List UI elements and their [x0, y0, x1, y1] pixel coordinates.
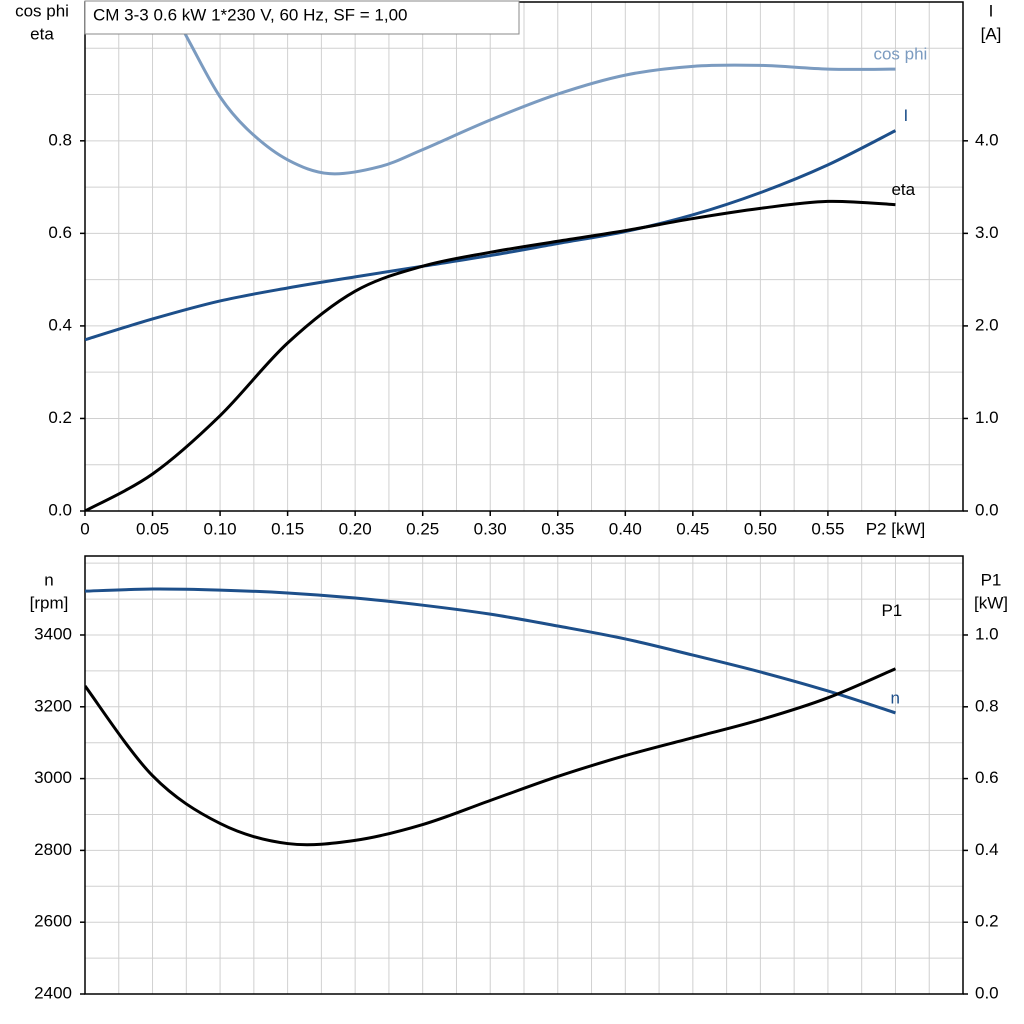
series-label: eta	[891, 180, 915, 199]
x-tick-label: 0.15	[271, 519, 304, 538]
y2-axis-label: I	[989, 1, 994, 20]
y-tick-label: 2600	[34, 912, 72, 931]
x-tick-label: 0.05	[136, 519, 169, 538]
y-tick-label: 0.0	[48, 500, 72, 519]
line-series	[85, 129, 897, 342]
x-tick-label: 0.20	[339, 519, 372, 538]
y-tick-label: 3200	[34, 696, 72, 715]
x-tick-label: P2 [kW]	[866, 519, 926, 538]
y2-tick-label: 0.0	[975, 500, 999, 519]
plot-frame	[84, 555, 964, 995]
y2-tick-label: 0.0	[975, 983, 999, 1002]
y-axis-label: n	[44, 570, 53, 589]
series-label: I	[903, 106, 908, 125]
series-group	[85, 2, 897, 511]
x-tick-label: 0.55	[811, 519, 844, 538]
y2-axis-label: [kW]	[974, 593, 1008, 612]
chart-title: CM 3-3 0.6 kW 1*230 V, 60 Hz, SF = 1,00	[93, 5, 408, 24]
x-tick-label: 0	[80, 519, 89, 538]
x-tick-label: 0.30	[474, 519, 507, 538]
series-label: cos phi	[873, 45, 927, 64]
series-group	[85, 587, 897, 847]
line-series	[85, 587, 896, 715]
y-axis-label: eta	[30, 24, 54, 43]
y2-axis-label: P1	[981, 570, 1002, 589]
line-series	[85, 199, 896, 511]
y2-tick-label: 4.0	[975, 130, 999, 149]
y-tick-label: 0.2	[48, 408, 72, 427]
y-tick-label: 3000	[34, 768, 72, 787]
y-tick-label: 0.4	[48, 315, 72, 334]
y2-tick-label: 1.0	[975, 624, 999, 643]
x-tick-label: 0.50	[744, 519, 777, 538]
y-tick-label: 0.6	[48, 223, 72, 242]
y-tick-label: 2400	[34, 983, 72, 1002]
x-tick-label: 0.10	[204, 519, 237, 538]
series-label: P1	[881, 601, 902, 620]
y2-tick-label: 0.6	[975, 768, 999, 787]
y-axis-label: [rpm]	[30, 593, 69, 612]
y2-tick-label: 0.4	[975, 840, 999, 859]
plots: 0.0 0.2 0.4 0.6 0.8 0.0 1.0 2.0 3.0 4.0 0 0.05 0.10 0…	[15, 1, 1008, 1002]
y-tick-label: 0.8	[48, 130, 72, 149]
line-series	[166, 2, 896, 176]
plot-frame	[84, 1, 964, 512]
line-series	[85, 667, 897, 847]
y2-tick-label: 2.0	[975, 315, 999, 334]
y-tick-label: 3400	[34, 624, 72, 643]
x-tick-label: 0.40	[609, 519, 642, 538]
y2-tick-label: 0.2	[975, 912, 999, 931]
x-tick-label: 0.45	[676, 519, 709, 538]
y2-axis-label: [A]	[981, 24, 1002, 43]
y-tick-label: 2800	[34, 840, 72, 859]
title-box	[84, 0, 520, 35]
y2-tick-label: 1.0	[975, 408, 999, 427]
y2-tick-label: 3.0	[975, 223, 999, 242]
y-axis-label: cos phi	[15, 1, 69, 20]
y2-tick-label: 0.8	[975, 696, 999, 715]
series-label: n	[890, 688, 899, 707]
x-tick-label: 0.25	[406, 519, 439, 538]
x-tick-label: 0.35	[541, 519, 574, 538]
